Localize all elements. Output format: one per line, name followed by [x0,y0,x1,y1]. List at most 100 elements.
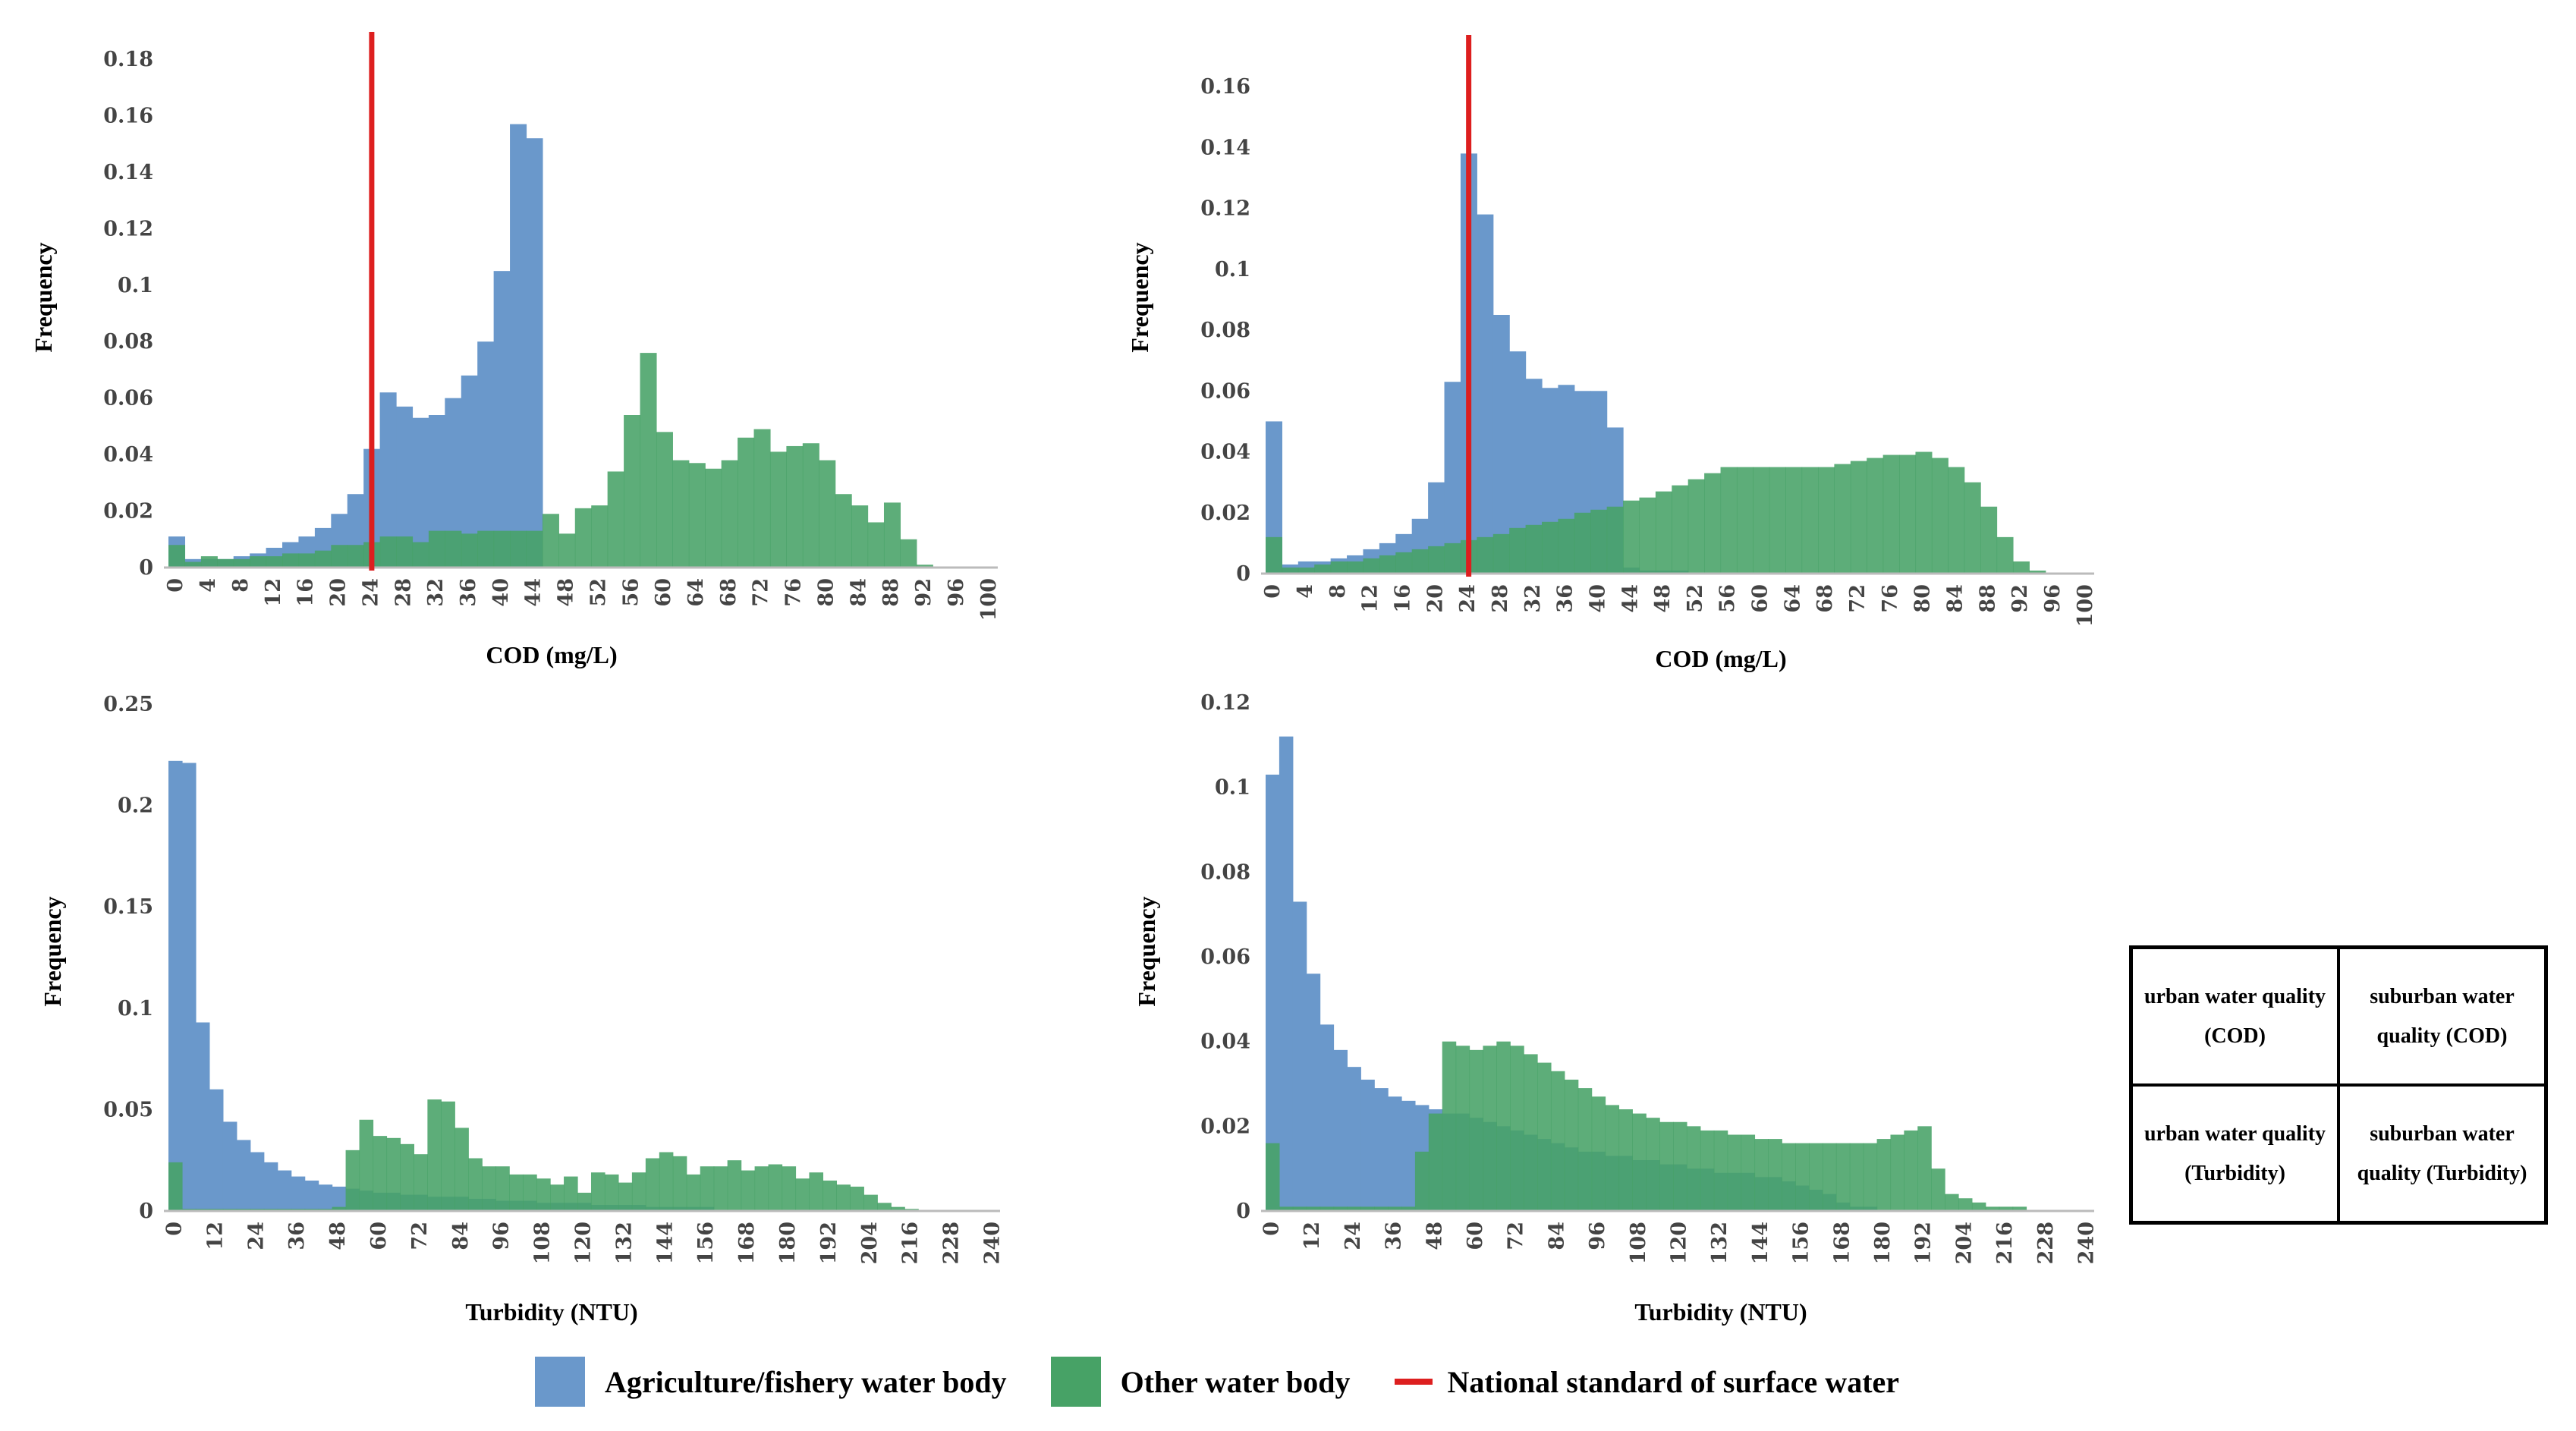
y-tick-label: 0.02 [1200,502,1250,525]
bar-other [412,542,429,568]
bar-other [1673,1121,1687,1211]
bar-other [1360,1206,1375,1211]
bar-other [672,1156,687,1211]
bar-other [1849,1143,1864,1211]
bar-other [1687,479,1705,574]
bar-other [1266,536,1283,574]
bar-other [1306,1206,1321,1211]
x-tick-label: 92 [912,578,936,607]
bar-other [1655,491,1672,574]
bar-other [359,1119,374,1211]
bar-other [1948,467,1965,574]
x-tick-label: 96 [1586,1222,1609,1250]
y-tick-label: 0.14 [1200,136,1250,159]
bar-agriculture [1374,1088,1389,1211]
x-tick-label: 64 [684,578,708,607]
legend-item-standard: National standard of surface water [1394,1364,1899,1400]
bar-other [331,545,348,568]
bar-other [1931,1168,1945,1211]
legend-item-agriculture: Agriculture/fishery water body [535,1357,1007,1407]
bar-agriculture [318,1184,333,1211]
x-tick-label: 96 [490,1222,514,1250]
bar-other [883,502,901,568]
bar-other [2012,1206,2027,1211]
y-tick-label: 0.02 [103,500,153,524]
x-tick-label: 120 [572,1222,596,1264]
y-tick-label: 0 [139,556,153,580]
x-tick-label: 80 [1911,584,1935,613]
bar-agriculture [1360,1079,1375,1211]
bar-agriculture [412,417,429,568]
bar-other [445,530,462,568]
x-tick-label: 68 [1813,584,1837,613]
x-tick-label: 204 [1952,1222,1976,1264]
bar-other [1388,1206,1402,1211]
y-tick-label: 0 [1236,562,1250,586]
y-tick-label: 0.16 [103,104,153,127]
bar-agriculture [493,271,511,568]
bar-agriculture [236,1140,251,1211]
x-tick-label: 96 [2041,584,2065,613]
bar-other [786,445,804,568]
x-tick-label: 36 [457,578,480,607]
bar-other [1401,1206,1416,1211]
x-tick-label: 68 [717,578,741,607]
bar-other [741,1170,756,1211]
bar-agriculture [1266,774,1280,1211]
bar-other [768,1164,783,1211]
y-axis-label: Frequency [39,896,66,1006]
bar-other [645,1158,660,1211]
x-tick-label: 48 [1651,584,1675,613]
panel-urban-turbidity: 0 0.05 0.1 0.15 0.2 0.25 0 12 24 36 48 60 72 84 96 108 1… [39,693,1005,1326]
x-tick-label: 40 [1586,584,1609,613]
bar-other [1801,467,1819,574]
x-tick-label: 36 [1382,1222,1406,1250]
bar-other [1469,1049,1484,1211]
x-tick-label: 76 [1879,584,1902,613]
bar-other [1876,1139,1892,1211]
x-tick-label: 84 [1545,1222,1568,1250]
bar-other [700,1166,715,1211]
x-tick-label: 80 [814,578,838,607]
bar-other [867,522,885,568]
bar-agriculture [1388,1096,1402,1211]
bar-other [1768,1139,1782,1211]
bar-other [1686,1126,1701,1211]
bar-other [809,1172,824,1211]
x-tick-label: 204 [858,1222,882,1264]
bar-other [1319,1206,1335,1211]
bar-other [1754,1139,1769,1211]
y-tick-label: 0.04 [1200,1030,1250,1054]
legend-label-other: Other water body [1120,1364,1351,1399]
key-cell-urban-turbidity: urban water quality (Turbidity) [2129,1083,2340,1225]
bar-other [1542,521,1559,574]
bar-other [1524,1054,1538,1211]
key-cell-urban-cod: urban water quality (COD) [2129,945,2340,1087]
legend-swatch-standard [1394,1379,1433,1385]
x-tick-label: 24 [1456,584,1480,613]
bar-other [1727,1134,1742,1211]
y-axis-label: Frequency [1126,242,1153,352]
bar-other [523,1174,537,1211]
x-tick-label: 8 [1326,584,1350,599]
x-tick-label: 56 [619,578,643,607]
panel-suburban-cod: 00.020.040.060.080.10.120.140.160 4 8 12 16 2… [1126,35,2097,672]
x-tick-label: 72 [750,578,773,607]
bar-other [624,415,641,568]
x-tick-label: 96 [945,578,968,607]
bar-other [836,1184,851,1211]
x-tick-label: 144 [653,1222,677,1264]
bar-agriculture [291,1176,306,1211]
bar-other [672,460,690,568]
bar-agriculture [445,398,462,568]
bar-other [1347,1206,1361,1211]
bar-other [1428,546,1445,574]
x-tick-label: 168 [735,1222,759,1264]
bar-other [850,1186,864,1211]
x-tick-label: 48 [1423,1222,1446,1250]
bar-other [1863,1143,1878,1211]
bar-other [1769,467,1786,574]
bar-other [591,505,609,568]
bar-other [900,539,917,568]
